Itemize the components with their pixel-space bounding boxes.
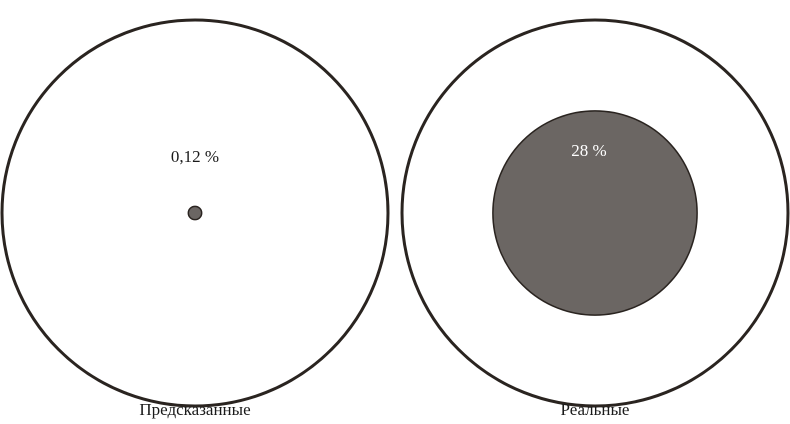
category-label: Реальные [561,400,630,419]
value-label: 28 % [571,141,606,160]
category-label: Предсказанные [139,400,250,419]
value-label: 0,12 % [171,147,219,166]
inner-circle [187,205,203,221]
inner-circle [492,110,698,316]
